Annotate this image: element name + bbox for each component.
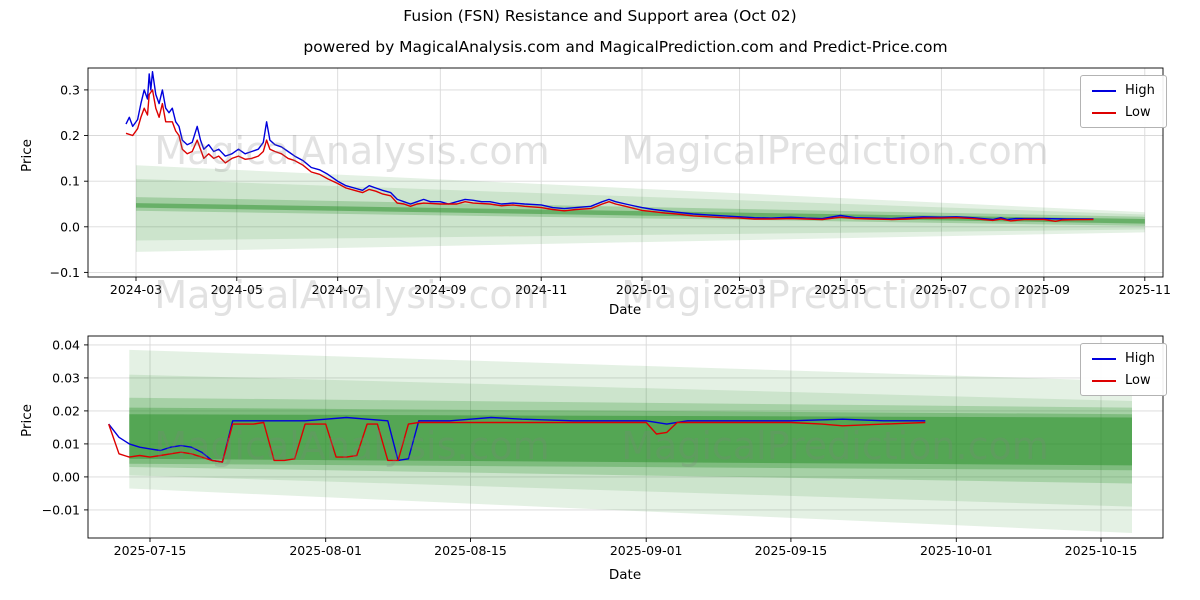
legend-item-high: High [1092,351,1155,366]
figure-title: Fusion (FSN) Resistance and Support area… [403,7,797,25]
svg-text:0.2: 0.2 [60,128,80,143]
high-line-sample [1092,357,1116,360]
svg-text:2025-09: 2025-09 [1018,282,1070,297]
svg-text:0.03: 0.03 [52,370,80,385]
svg-text:2025-07-15: 2025-07-15 [114,543,187,558]
svg-text:2025-10-01: 2025-10-01 [920,543,993,558]
svg-text:2025-08-01: 2025-08-01 [289,543,362,558]
legend-item-high: High [1092,83,1155,98]
legend-top: High Low [1080,75,1167,128]
svg-text:0.02: 0.02 [52,403,80,418]
svg-text:2025-09-01: 2025-09-01 [610,543,683,558]
legend-label-high: High [1125,83,1155,98]
svg-text:0.01: 0.01 [52,436,80,451]
low-line-sample [1092,111,1116,114]
svg-text:2024-11: 2024-11 [515,282,567,297]
svg-text:2024-05: 2024-05 [211,282,263,297]
legend-bottom: High Low [1080,343,1167,396]
low-line-sample [1092,379,1116,382]
chart-subtitle: powered by MagicalAnalysis.com and Magic… [303,38,948,56]
svg-text:2025-03: 2025-03 [713,282,765,297]
svg-text:2025-09-15: 2025-09-15 [755,543,828,558]
svg-text:2024-07: 2024-07 [312,282,364,297]
svg-text:2025-07: 2025-07 [915,282,967,297]
svg-text:0.3: 0.3 [60,82,80,97]
legend-label-low: Low [1125,105,1151,120]
svg-text:0.0: 0.0 [60,219,80,234]
svg-text:2025-11: 2025-11 [1119,282,1171,297]
svg-text:−0.1: −0.1 [50,265,80,280]
svg-text:−0.01: −0.01 [42,502,80,517]
legend-item-low: Low [1092,105,1155,120]
svg-text:0.04: 0.04 [52,337,80,352]
x-axis-label-top: Date [608,302,642,318]
svg-text:2025-05: 2025-05 [814,282,866,297]
legend-label-high: High [1125,351,1155,366]
high-line-sample [1092,89,1116,92]
svg-text:0.1: 0.1 [60,174,80,189]
svg-text:0.00: 0.00 [52,469,80,484]
svg-text:2024-09: 2024-09 [414,282,466,297]
svg-text:2024-03: 2024-03 [110,282,162,297]
svg-text:2025-08-15: 2025-08-15 [434,543,507,558]
legend-item-low: Low [1092,373,1155,388]
legend-label-low: Low [1125,373,1151,388]
x-axis-label-bottom: Date [608,567,642,583]
svg-text:2025-10-15: 2025-10-15 [1065,543,1138,558]
svg-text:2025-01: 2025-01 [616,282,668,297]
